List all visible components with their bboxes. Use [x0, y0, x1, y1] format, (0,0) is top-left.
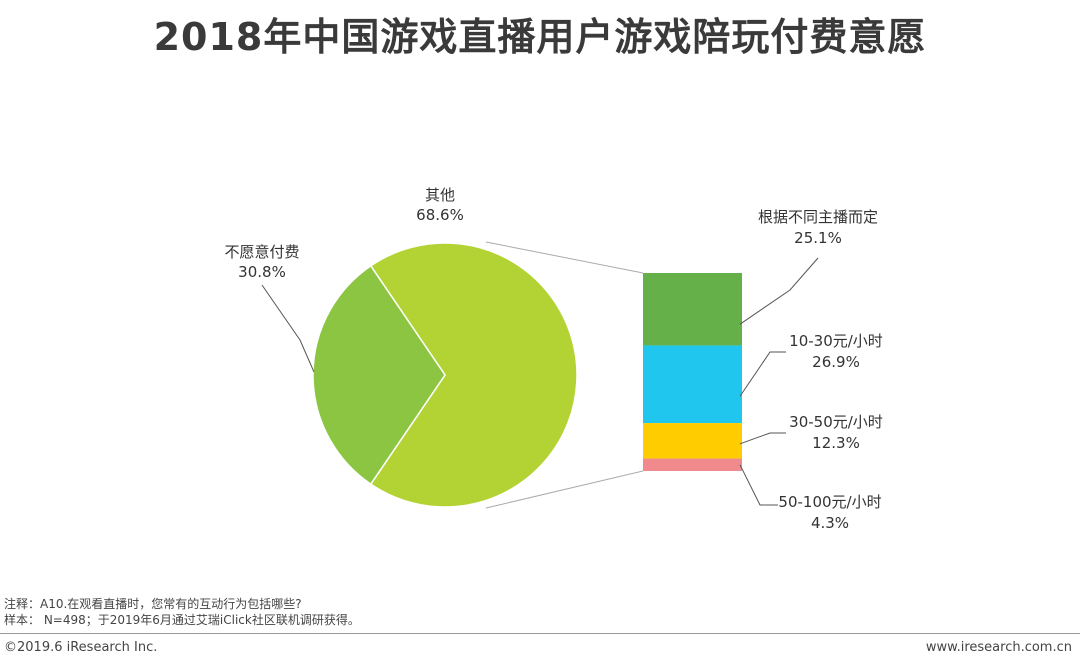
bar-label: 30-50元/小时 — [789, 413, 883, 431]
pie-slice — [312, 264, 446, 486]
leader-line — [261, 284, 315, 373]
bar-segment — [643, 273, 742, 346]
bar-segment — [643, 345, 742, 424]
connector-line — [485, 470, 644, 509]
leader-line — [739, 464, 778, 506]
bar-label: 10-30元/小时 — [789, 332, 883, 350]
pie-value-label: 30.8% — [238, 263, 286, 281]
footer-website: www.iresearch.com.cn — [925, 640, 1072, 655]
footer-divider — [0, 633, 1080, 634]
notes: 注释：A10.在观看直播时，您常有的互动行为包括哪些? 样本： N=498；于2… — [4, 596, 360, 628]
pie-bar-chart: 其他 68.6% 不愿意付费 30.8% 根据不同主播而定 25.1% 10-30元/小时 2… — [224, 186, 883, 532]
bar-segment — [643, 423, 742, 459]
bar-segment — [643, 458, 742, 471]
pie-label: 其他 — [425, 186, 455, 204]
bar-value-label: 4.3% — [811, 514, 849, 532]
chart-title: 2018年中国游戏直播用户游戏陪玩付费意愿 — [153, 15, 927, 59]
bar-label: 50-100元/小时 — [778, 493, 881, 511]
bar-value-label: 26.9% — [812, 353, 860, 371]
bar-value-label: 25.1% — [794, 229, 842, 247]
connector-line — [485, 241, 644, 274]
pie-label: 不愿意付费 — [224, 243, 299, 261]
note-question: 注释：A10.在观看直播时，您常有的互动行为包括哪些? — [4, 597, 302, 611]
bar-value-label: 12.3% — [812, 434, 860, 452]
leader-line — [739, 351, 786, 397]
pie-value-label: 68.6% — [416, 206, 464, 224]
bar-label: 根据不同主播而定 — [758, 208, 878, 226]
leader-line — [739, 257, 819, 325]
footer-copyright: ©2019.6 iResearch Inc. — [4, 640, 158, 655]
leader-line — [739, 432, 786, 445]
pie-slice — [369, 242, 578, 508]
note-sample: 样本： N=498；于2019年6月通过艾瑞iClick社区联机调研获得。 — [4, 613, 360, 627]
